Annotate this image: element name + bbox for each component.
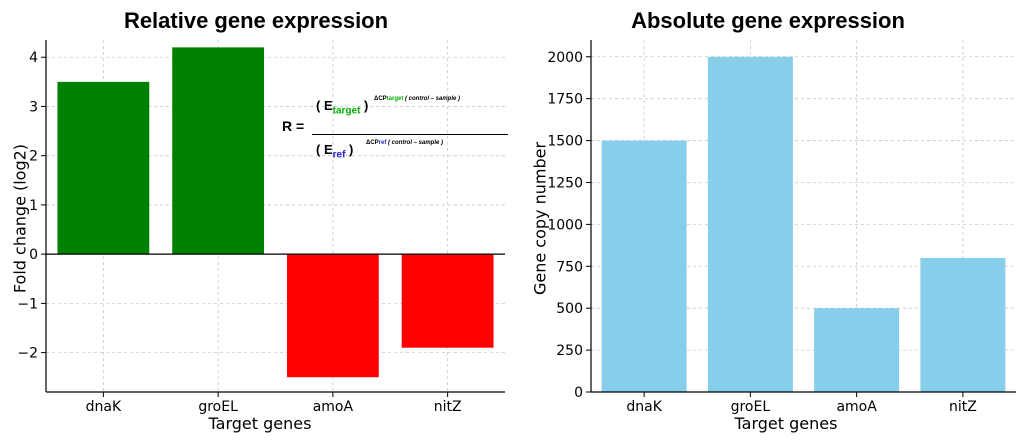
y-tick-label: 500 [556, 301, 583, 317]
x-tick-label: groEL [198, 399, 238, 415]
relative-expression-chart: Relative gene expression −2 −1 0 1 2 3 4 dnaK gr… [10, 8, 510, 433]
y-tick-label: 2 [29, 149, 38, 165]
absolute-expression-plot: 0 250 500 750 1000 1250 1500 1750 2000 dnaK groEL a… [547, 40, 1016, 415]
y-tick-label: 0 [29, 247, 38, 263]
bar-nitZ [401, 254, 494, 348]
denominator-exponent-ref: ref [378, 140, 387, 146]
denominator-exponent-suffix: ( control – sample ) [386, 140, 444, 146]
numerator-open: ( E [316, 98, 333, 113]
x-axis-label: Target genes [208, 414, 312, 433]
denominator-exponent: ΔCPref ( control – sample ) [366, 140, 443, 146]
y-tick-label: 2000 [547, 50, 583, 66]
x-tick-label: dnaK [86, 399, 122, 415]
formula-numerator: ( Etarget ) [316, 98, 368, 117]
bar-amoA [286, 254, 379, 378]
x-axis-label: Target genes [734, 414, 838, 433]
bar-dnaK [57, 81, 150, 255]
numerator-close: ) [364, 98, 369, 113]
denominator-close: ) [349, 142, 354, 157]
bar-nitZ [920, 257, 1006, 392]
numerator-exponent-prefix: ΔCP [374, 96, 387, 102]
y-tick-label: −1 [17, 296, 38, 312]
denominator-open: ( E [316, 142, 333, 157]
y-tick-label: 1500 [547, 134, 583, 150]
y-axis-label: Gene copy number [530, 141, 550, 296]
numerator-subscript: target [332, 105, 361, 117]
y-tick-label: 1 [29, 198, 38, 214]
x-tick-label: dnaK [626, 399, 662, 415]
y-tick-label: 4 [29, 50, 38, 66]
y-tick-label: 3 [29, 99, 38, 115]
y-tick-label: 0 [574, 385, 583, 401]
relative-expression-plot: −2 −1 0 1 2 3 4 dnaK groEL amoA nitZ [17, 40, 505, 415]
bar-groEL [707, 56, 793, 393]
fraction-line [312, 134, 508, 135]
x-tick-label: groEL [731, 399, 771, 415]
x-tick-label: amoA [836, 399, 877, 415]
absolute-expression-chart: Absolute gene expression 0 250 500 750 1000 1… [512, 0, 1024, 446]
x-tick-label: nitZ [434, 399, 462, 415]
denominator-subscript: ref [332, 149, 346, 161]
formula-r-label: R = [282, 118, 305, 134]
y-tick-label: 750 [556, 259, 583, 275]
y-tick-label: 1250 [547, 175, 583, 191]
x-tick-label: amoA [313, 399, 354, 415]
y-tick-label: −2 [17, 346, 38, 362]
numerator-exponent-suffix: ( control – sample ) [403, 96, 461, 102]
bar-groEL [172, 47, 265, 255]
formula-denominator: ( Eref ) [316, 142, 353, 161]
y-tick-label: 250 [556, 343, 583, 359]
chart-title: Relative gene expression [123, 8, 389, 33]
numerator-exponent: ΔCPtarget ( control – sample ) [374, 96, 460, 102]
bar-dnaK [601, 140, 687, 392]
x-tick-label: nitZ [949, 399, 977, 415]
numerator-exponent-target: target [386, 96, 404, 102]
y-axis-label: Fold change (log2) [10, 143, 30, 294]
y-tick-label: 1750 [547, 92, 583, 108]
denominator-exponent-prefix: ΔCP [366, 140, 379, 146]
y-tick-label: 1000 [547, 217, 583, 233]
bar-amoA [814, 308, 900, 392]
relative-expression-formula: R = ( Etarget ) ΔCPtarget ( control – sa… [282, 92, 510, 162]
chart-title: Absolute gene expression [631, 8, 905, 33]
